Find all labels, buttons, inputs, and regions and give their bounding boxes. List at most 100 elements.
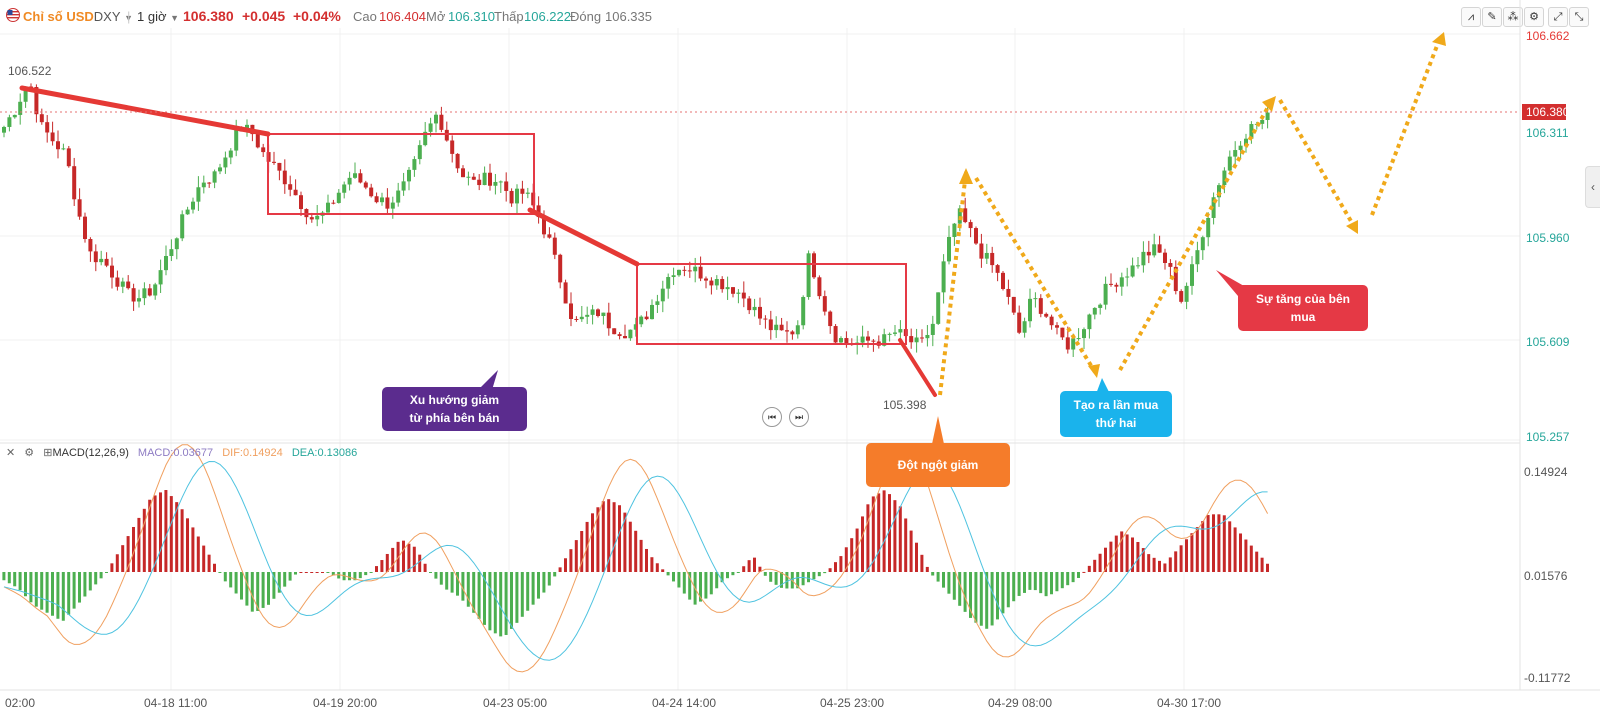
candle-body <box>120 281 125 287</box>
candle-body <box>18 101 23 115</box>
candle-body <box>844 338 849 345</box>
candle-body <box>574 318 579 320</box>
candle-body <box>417 145 422 160</box>
drop-line <box>898 338 937 397</box>
play-button[interactable]: ⏭ <box>789 407 809 427</box>
macd-bar <box>353 572 357 581</box>
macd-tick: 0.14924 <box>1524 465 1568 479</box>
macd-bar <box>1190 533 1194 572</box>
macd-bar <box>952 572 956 600</box>
forecast-path <box>938 37 1442 396</box>
expand-icon[interactable]: ⤢ <box>1548 7 1568 27</box>
settings-icon[interactable]: ⚙ <box>1524 7 1544 27</box>
macd-bar <box>1104 547 1107 572</box>
macd-bar <box>672 572 675 582</box>
candle-body <box>347 177 352 185</box>
add-icon[interactable]: ⊞ <box>43 447 53 459</box>
macd-bar <box>326 572 330 573</box>
macd-bar <box>369 572 373 573</box>
macd-bar <box>121 545 125 572</box>
candle-body <box>1055 325 1059 328</box>
macd-bar <box>148 499 152 572</box>
macd-bar <box>888 494 891 572</box>
macd-bar <box>807 572 810 583</box>
candle-body <box>45 122 50 133</box>
macd-bar <box>1174 551 1178 572</box>
callout-buyer-rise: Sự tăng của bên mua <box>1238 285 1368 331</box>
candle-body <box>671 275 676 278</box>
skip-back-button[interactable]: ⏮ <box>762 407 782 427</box>
macd-bar <box>423 563 427 572</box>
candle-body <box>623 336 627 339</box>
macd-bar <box>1098 553 1102 572</box>
macd-bar <box>61 572 65 621</box>
macd-bar <box>229 572 233 588</box>
interval-selector[interactable]: 1 giờ ▼ <box>137 9 179 24</box>
candle-body <box>817 277 822 297</box>
macd-bar <box>439 572 443 585</box>
price-change-pct: +0.04% <box>293 8 341 24</box>
candle-body <box>390 202 395 209</box>
macd-bar <box>99 572 103 579</box>
macd-bar <box>385 553 389 572</box>
candle-body <box>536 205 541 218</box>
macd-bar <box>477 572 481 619</box>
symbol-selector[interactable]: Chỉ số USDDXY ▼ <box>23 9 133 24</box>
macd-bar <box>844 547 848 572</box>
macd-bar <box>493 572 497 634</box>
macd-bar <box>1114 535 1118 572</box>
macd-bar <box>504 572 508 635</box>
time-tick: 04-24 14:00 <box>652 696 716 710</box>
candle-body <box>768 319 773 331</box>
macd-bar <box>520 572 524 617</box>
macd-bar <box>88 572 92 591</box>
macd-bar <box>456 572 459 596</box>
symbol-code: DXY <box>93 9 121 24</box>
macd-bar <box>715 572 719 589</box>
side-panel-toggle[interactable]: ‹ <box>1585 166 1600 208</box>
candle-body <box>725 287 730 290</box>
close-icon[interactable]: ✕ <box>6 447 16 459</box>
low-value: 106.222 <box>524 9 571 24</box>
candle-body <box>563 282 568 304</box>
macd-bar <box>963 572 967 612</box>
collapse-icon[interactable]: ⤡ <box>1569 7 1589 27</box>
indicators-icon[interactable]: ⁂ <box>1503 7 1523 27</box>
macd-bar <box>1244 539 1248 572</box>
candle-body <box>374 196 379 203</box>
candle-body <box>968 222 973 229</box>
dea-value: DEA:0.13086 <box>291 447 358 459</box>
candle-body <box>633 324 638 330</box>
candle-body <box>282 170 287 185</box>
gear-icon[interactable]: ⚙ <box>24 447 35 459</box>
candle-body <box>941 261 946 293</box>
macd-bar <box>618 505 621 572</box>
candle-body <box>455 153 460 169</box>
macd-bar <box>1163 563 1167 572</box>
candle-body <box>1130 265 1135 277</box>
macd-bar <box>1255 551 1259 572</box>
macd-bar <box>213 563 216 572</box>
candle-body <box>1249 124 1254 139</box>
macd-bar <box>1050 572 1053 595</box>
pencil-icon[interactable]: ✎ <box>1482 7 1502 27</box>
chart-style-icon[interactable]: ⩘ <box>1461 7 1481 27</box>
macd-bar <box>655 563 659 572</box>
macd-bar <box>882 490 886 572</box>
candle-body <box>990 252 995 266</box>
macd-bar <box>29 572 33 603</box>
macd-bar <box>569 549 573 572</box>
open-value: 106.310 <box>448 9 495 24</box>
candle-body <box>169 249 174 256</box>
candle-body <box>909 336 914 343</box>
close-value: 106.335 <box>605 9 652 24</box>
macd-bar <box>186 518 189 572</box>
macd-bar <box>515 572 519 623</box>
macd-bar <box>628 521 632 572</box>
macd-bar <box>855 528 859 572</box>
macd-bar <box>1001 572 1005 614</box>
candle-body <box>687 270 692 272</box>
candle-body <box>110 265 114 278</box>
candle-body <box>736 292 741 294</box>
